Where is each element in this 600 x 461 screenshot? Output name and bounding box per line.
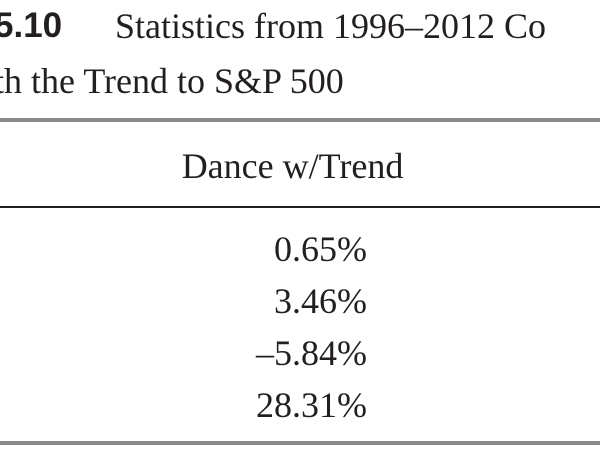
cell: –5.84%: [256, 333, 367, 373]
column-header: Dance w/Trend: [181, 146, 404, 186]
top-rule: [0, 118, 600, 122]
table-title: th the Trend to S&P 500: [0, 61, 344, 101]
table-title: Statistics from 1996–2012 Co: [115, 6, 546, 46]
cell: 3.46%: [274, 281, 367, 321]
cell: 0.65%: [274, 229, 367, 269]
table-number: 5.10: [0, 6, 63, 45]
cell: 28.31%: [256, 385, 367, 425]
bottom-rule: [0, 441, 600, 445]
header-rule: [0, 206, 600, 208]
